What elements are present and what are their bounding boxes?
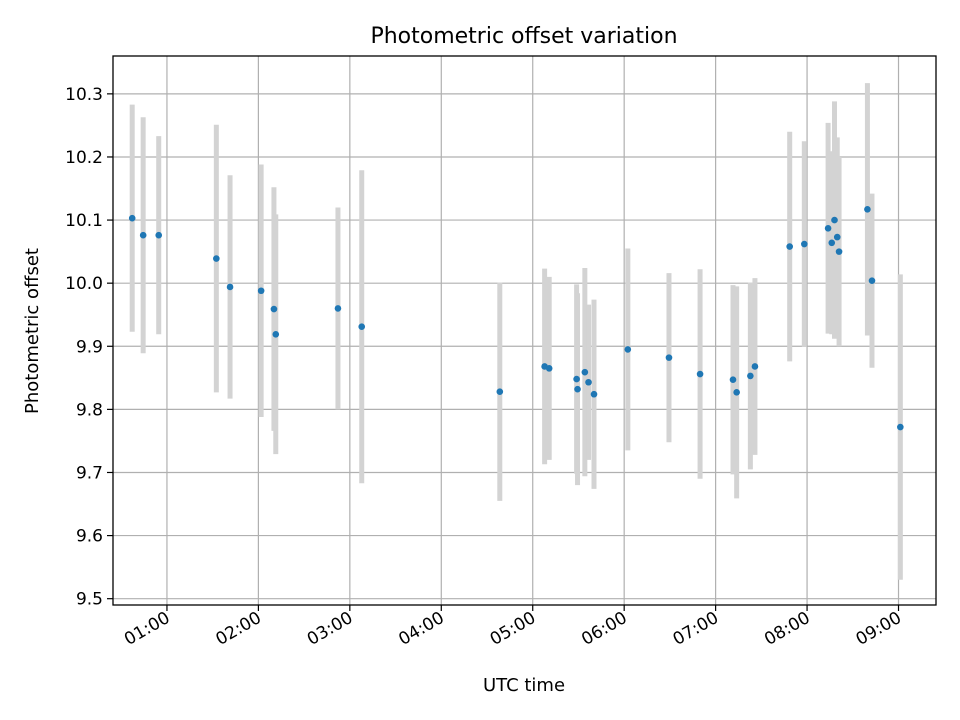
data-point [155, 231, 163, 239]
data-point [257, 287, 265, 295]
data-point [835, 248, 843, 255]
data-point [897, 423, 904, 431]
data-point [824, 224, 832, 232]
data-point [665, 354, 673, 361]
y-tick-label: 10.3 [65, 85, 103, 105]
data-point [801, 240, 808, 248]
data-point [496, 388, 504, 396]
data-point [590, 390, 598, 398]
data-point [786, 243, 793, 250]
y-axis-label: Photometric offset [22, 248, 43, 414]
data-point [729, 376, 737, 384]
data-point [226, 283, 234, 291]
data-point [868, 277, 876, 284]
data-point [334, 305, 342, 312]
y-tick-label: 9.7 [76, 463, 103, 483]
chart-title: Photometric offset variation [370, 24, 677, 49]
data-point [139, 231, 147, 239]
data-point [751, 363, 759, 370]
data-point [128, 214, 136, 222]
data-point [864, 206, 871, 213]
y-tick-label: 10.0 [65, 274, 103, 294]
data-point [574, 385, 581, 393]
data-point [733, 389, 740, 396]
y-tick-label: 9.8 [76, 400, 103, 420]
data-point [585, 378, 592, 386]
data-point [828, 239, 836, 247]
y-tick-label: 9.6 [76, 527, 103, 547]
plot-frame [112, 55, 937, 606]
y-tick-label: 10.1 [65, 211, 103, 231]
data-point [358, 323, 366, 331]
y-tick-label: 10.2 [65, 148, 103, 168]
data-point [581, 368, 589, 376]
data-point [545, 365, 553, 372]
data-point [624, 346, 632, 353]
data-point [831, 216, 838, 224]
x-axis-label: UTC time [483, 675, 565, 696]
data-point [696, 370, 704, 378]
data-point [213, 255, 220, 262]
data-point [272, 330, 280, 338]
data-point [573, 375, 580, 383]
grid [113, 56, 936, 605]
data-point [833, 233, 841, 241]
y-tick-label: 9.5 [76, 590, 103, 610]
data-point [270, 305, 278, 313]
data-point [747, 372, 754, 380]
data-points [128, 206, 904, 431]
y-tick-label: 9.9 [76, 337, 103, 357]
